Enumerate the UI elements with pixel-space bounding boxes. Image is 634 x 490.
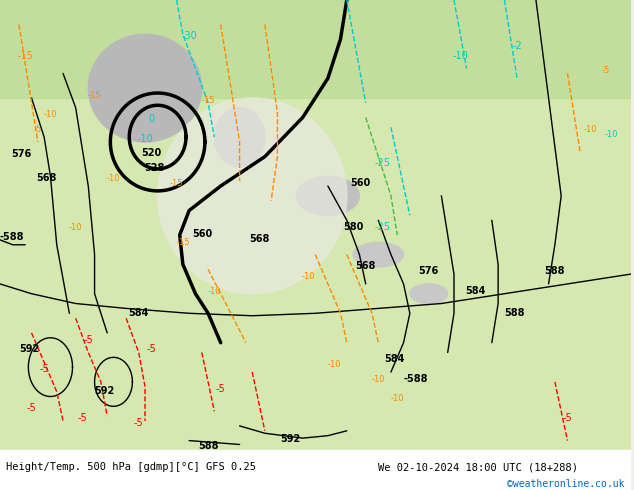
Text: 580: 580	[344, 222, 364, 232]
Text: -5: -5	[134, 418, 143, 428]
Text: -588: -588	[0, 232, 25, 242]
Text: -5: -5	[146, 344, 156, 354]
Text: -10: -10	[391, 394, 404, 403]
Text: -5: -5	[34, 125, 42, 134]
Text: 560: 560	[192, 229, 212, 240]
Text: 592: 592	[94, 386, 114, 395]
Text: -5: -5	[27, 403, 36, 413]
Text: -10: -10	[69, 223, 82, 232]
Text: -15: -15	[88, 91, 101, 100]
Text: ©weatheronline.co.uk: ©weatheronline.co.uk	[507, 479, 624, 489]
Text: -5: -5	[84, 335, 93, 344]
Text: -10: -10	[302, 272, 315, 281]
Text: -10: -10	[107, 174, 120, 183]
Text: 584: 584	[465, 286, 486, 296]
Text: -25: -25	[375, 222, 391, 232]
Text: -10: -10	[604, 130, 618, 139]
Text: -10: -10	[327, 360, 341, 369]
Text: 576: 576	[418, 266, 438, 276]
Text: Height/Temp. 500 hPa [gdmp][°C] GFS 0.25: Height/Temp. 500 hPa [gdmp][°C] GFS 0.25	[6, 463, 256, 472]
Text: 584: 584	[129, 308, 149, 318]
Ellipse shape	[158, 98, 347, 294]
Text: -15: -15	[202, 96, 215, 105]
Text: 588: 588	[198, 441, 218, 451]
Text: -10: -10	[207, 287, 221, 296]
Text: -5: -5	[216, 384, 226, 393]
Text: 588: 588	[505, 308, 525, 318]
Text: 528: 528	[145, 163, 165, 173]
Text: 520: 520	[141, 147, 162, 158]
Text: -15: -15	[17, 51, 33, 61]
Text: We 02-10-2024 18:00 UTC (18+288): We 02-10-2024 18:00 UTC (18+288)	[378, 463, 578, 472]
Ellipse shape	[214, 108, 265, 167]
Text: -5: -5	[39, 364, 49, 374]
Text: -588: -588	[404, 374, 428, 384]
Ellipse shape	[410, 284, 448, 303]
Text: -10: -10	[44, 110, 57, 120]
Text: -25: -25	[375, 158, 391, 169]
Text: 568: 568	[355, 261, 375, 271]
Text: 576: 576	[11, 148, 32, 159]
Text: 0: 0	[148, 114, 155, 124]
Text: -10: -10	[453, 51, 468, 61]
Text: 592: 592	[280, 434, 300, 443]
Bar	[0, 450, 631, 490]
Text: -10: -10	[583, 125, 597, 134]
Text: 592: 592	[19, 344, 39, 354]
Text: -5: -5	[601, 67, 609, 75]
Text: 568: 568	[36, 173, 57, 183]
Text: 588: 588	[545, 266, 565, 276]
Text: -2: -2	[512, 41, 522, 51]
Text: -15: -15	[170, 179, 183, 188]
Text: -15: -15	[176, 238, 190, 247]
Text: -10: -10	[372, 375, 385, 384]
Text: 584: 584	[384, 354, 404, 364]
Ellipse shape	[353, 243, 404, 267]
Text: -5: -5	[562, 413, 573, 423]
Text: -30: -30	[181, 31, 197, 41]
Ellipse shape	[88, 34, 202, 142]
Text: -5: -5	[77, 413, 87, 423]
Text: 568: 568	[249, 234, 269, 245]
Text: -10: -10	[137, 134, 153, 144]
Ellipse shape	[296, 176, 359, 216]
Bar	[0, 0, 631, 98]
Text: 560: 560	[350, 178, 370, 188]
